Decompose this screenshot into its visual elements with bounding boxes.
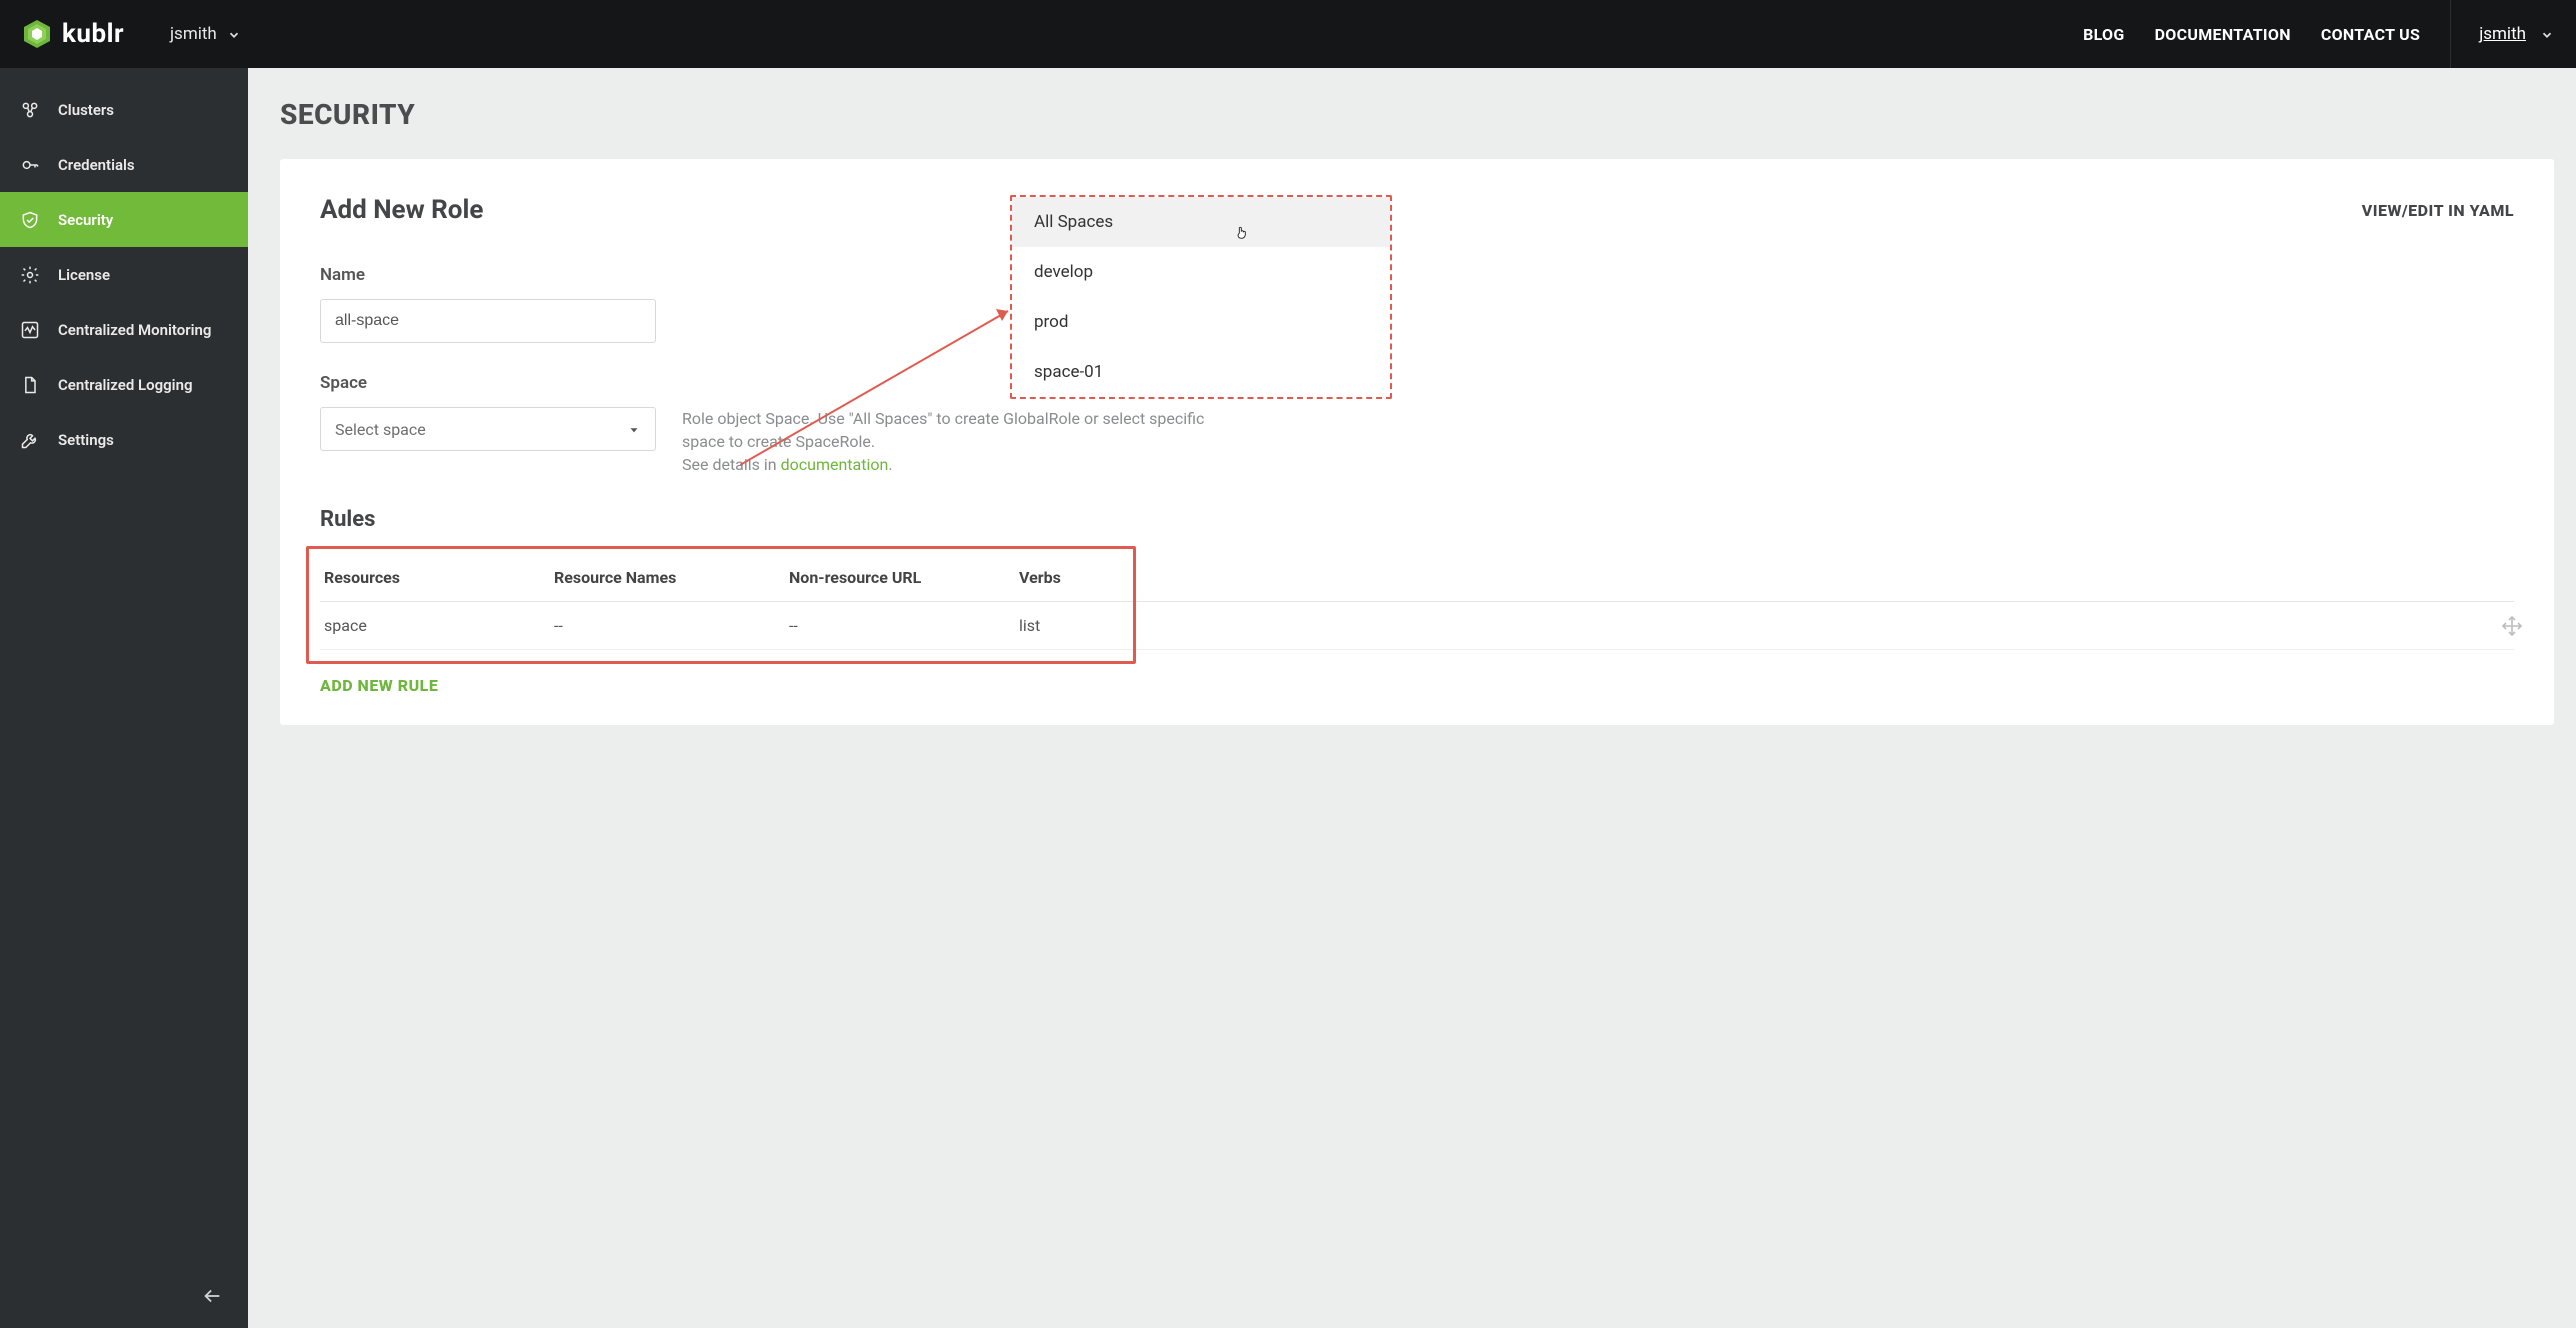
sidebar-item-clusters[interactable]: Clusters [0,82,248,137]
tenant-name: jsmith [170,24,217,44]
helper-period: . [888,455,892,474]
sidebar-item-label: License [58,266,110,284]
brand-name: kublr [62,19,124,49]
sidebar-item-label: Credentials [58,156,135,174]
cell-resource-names: -- [550,601,785,649]
sidebar-item-label: Centralized Logging [58,376,192,394]
view-edit-yaml-button[interactable]: VIEW/EDIT IN YAML [2362,201,2514,220]
wrench-icon [20,430,40,450]
move-icon[interactable] [2500,614,2524,638]
documentation-link[interactable]: documentation [781,455,889,474]
chevron-down-icon [2540,27,2554,41]
sidebar-item-label: Centralized Monitoring [58,321,211,339]
col-resources: Resources [320,554,550,602]
sidebar-item-label: Settings [58,431,114,449]
space-select-value: Select space [335,420,426,439]
page-title: SECURITY [280,98,2554,131]
sidebar-item-logging[interactable]: Centralized Logging [0,357,248,412]
space-option-develop[interactable]: develop [1012,247,1390,297]
field-name: Name [320,265,2514,343]
table-header-row: Resources Resource Names Non-resource UR… [320,554,2514,602]
main-content: SECURITY Add New Role VIEW/EDIT IN YAML … [248,68,2576,1328]
tenant-switcher[interactable]: jsmith [170,24,241,44]
rules-table: Resources Resource Names Non-resource UR… [320,554,2514,650]
space-label: Space [320,373,2514,393]
sidebar-item-license[interactable]: License [0,247,248,302]
space-option-space01[interactable]: space-01 [1012,347,1390,397]
clusters-icon [20,100,40,120]
nav-documentation[interactable]: DOCUMENTATION [2155,25,2291,44]
sidebar-item-credentials[interactable]: Credentials [0,137,248,192]
card-title: Add New Role [320,195,483,225]
helper-see: See details in [682,455,781,474]
rules-title: Rules [320,507,2514,532]
col-verbs: Verbs [1015,554,2514,602]
file-icon [20,375,40,395]
rules-region: Resources Resource Names Non-resource UR… [320,554,2514,650]
name-label: Name [320,265,2514,285]
space-select[interactable]: Select space [320,407,656,451]
add-role-card: Add New Role VIEW/EDIT IN YAML Name Spac… [280,159,2554,725]
user-menu[interactable]: jsmith [2450,0,2554,68]
nav-blog[interactable]: BLOG [2083,25,2125,44]
table-row[interactable]: space -- -- list [320,601,2514,649]
brand-block: kublr [22,19,124,49]
sidebar-item-label: Clusters [58,101,114,119]
activity-icon [20,320,40,340]
cell-nonres-url: -- [785,601,1015,649]
top-nav: BLOG DOCUMENTATION CONTACT US [2083,25,2420,44]
caret-down-icon [627,422,641,436]
brand-logo-icon [22,19,52,49]
col-resource-names: Resource Names [550,554,785,602]
space-dropdown-popover: All Spaces develop prod space-01 [1012,197,1390,397]
field-space: Space Select space Role object Space. Us… [320,373,2514,477]
helper-line1: Role object Space. Use "All Spaces" to c… [682,409,1204,451]
sidebar-item-security[interactable]: Security [0,192,248,247]
user-name: jsmith [2479,24,2526,44]
name-input[interactable] [320,299,656,343]
col-nonres-url: Non-resource URL [785,554,1015,602]
sidebar-item-settings[interactable]: Settings [0,412,248,467]
key-icon [20,155,40,175]
nav-contact[interactable]: CONTACT US [2321,25,2420,44]
chevron-down-icon [227,27,241,41]
space-helper-text: Role object Space. Use "All Spaces" to c… [682,407,1222,477]
sidebar-collapse-button[interactable] [198,1282,226,1310]
sidebar-item-label: Security [58,211,113,229]
gear-icon [20,265,40,285]
cell-resources: space [320,601,550,649]
space-option-all[interactable]: All Spaces [1012,197,1390,247]
cell-verbs: list [1015,601,2514,649]
topbar: kublr jsmith BLOG DOCUMENTATION CONTACT … [0,0,2576,68]
space-option-prod[interactable]: prod [1012,297,1390,347]
cursor-pointer-icon [1234,225,1250,245]
sidebar-item-monitoring[interactable]: Centralized Monitoring [0,302,248,357]
add-new-rule-button[interactable]: ADD NEW RULE [320,676,2514,695]
sidebar: Clusters Credentials S [0,68,248,1328]
shield-icon [20,210,40,230]
